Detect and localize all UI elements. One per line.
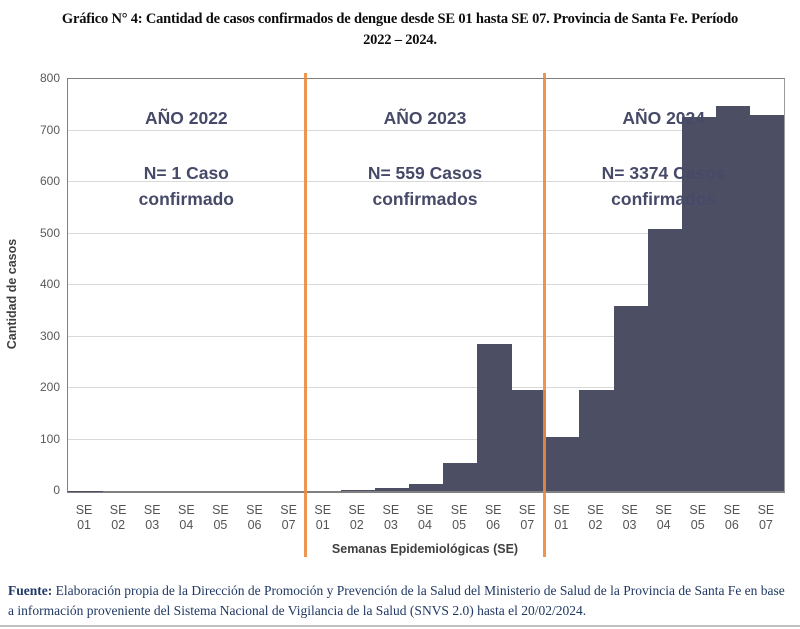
gridline bbox=[68, 181, 784, 182]
x-tick-label: SE 03 bbox=[143, 503, 161, 532]
year-annotation: AÑO 2022 N= 1 Caso confirmado bbox=[67, 108, 306, 212]
year-annotation: AÑO 2024 N= 3374 Casos confirmados bbox=[544, 108, 783, 212]
x-tick-label: SE 07 bbox=[518, 503, 536, 532]
bar bbox=[68, 490, 103, 491]
gridline bbox=[68, 438, 784, 440]
bar bbox=[715, 105, 751, 491]
x-tick-label: SE 05 bbox=[212, 503, 229, 532]
annotation-n-line1: N= 559 Casos bbox=[367, 163, 483, 183]
bar bbox=[408, 483, 444, 491]
bar bbox=[579, 390, 615, 491]
chart-title-line2: 2022 – 2024. bbox=[363, 32, 437, 48]
x-tick-label: SE 07 bbox=[280, 503, 297, 532]
x-tick-label: SE 01 bbox=[75, 503, 93, 532]
annotation-n-line1: N= 3374 Casos bbox=[601, 163, 726, 183]
annotation-n-line1: N= 1 Caso bbox=[143, 163, 229, 183]
source-text: Elaboración propia de la Dirección de Pr… bbox=[8, 583, 785, 618]
source-label: Fuente: bbox=[8, 583, 53, 598]
x-tick-label: SE 04 bbox=[416, 503, 434, 532]
year-divider-line bbox=[542, 73, 546, 557]
gridline bbox=[68, 387, 784, 388]
x-tick-label: SE 02 bbox=[109, 503, 127, 532]
plot-area bbox=[67, 78, 785, 493]
y-tick-label: 600 bbox=[39, 174, 60, 188]
chart-title-line1: Gráfico N° 4: Cantidad de casos confirma… bbox=[61, 11, 739, 27]
y-tick-label: 400 bbox=[39, 277, 60, 291]
y-tick-label: 300 bbox=[39, 328, 60, 343]
chart-area: Cantidad de casos 0 100 200 300 400 500 600 700… bbox=[0, 60, 800, 575]
x-tick-label: SE 01 bbox=[553, 503, 570, 532]
bar bbox=[511, 390, 546, 491]
bar bbox=[613, 305, 649, 491]
x-axis-ticks: SE 01 SE 02 SE 03 SE 04 SE 05 SE 06 SE 07 SE 01 SE 02 SE 03… bbox=[67, 503, 783, 537]
y-tick-label: 0 bbox=[53, 483, 60, 497]
bottom-divider bbox=[0, 625, 800, 627]
x-tick-label: SE 06 bbox=[246, 503, 263, 532]
gridline bbox=[68, 284, 784, 285]
bar bbox=[749, 115, 785, 491]
x-tick-label: SE 01 bbox=[314, 503, 332, 532]
y-tick-label: 200 bbox=[39, 380, 60, 394]
x-tick-label: SE 02 bbox=[348, 503, 366, 532]
annotation-year-label: AÑO 2024 bbox=[622, 108, 705, 128]
bar bbox=[545, 436, 580, 491]
x-axis-title: Semanas Epidemiológicas (SE) bbox=[331, 542, 519, 556]
gridline bbox=[68, 232, 784, 234]
bar bbox=[681, 117, 717, 491]
annotation-n-line2: confirmados bbox=[611, 189, 717, 209]
x-tick-label: SE 05 bbox=[689, 503, 707, 532]
bar bbox=[340, 489, 376, 491]
x-tick-label: SE 07 bbox=[757, 503, 775, 532]
x-tick-label: SE 05 bbox=[450, 503, 468, 532]
x-tick-label: SE 03 bbox=[621, 503, 638, 532]
bar bbox=[443, 462, 478, 491]
annotation-year-label: AÑO 2023 bbox=[383, 108, 467, 128]
gridline bbox=[68, 335, 784, 337]
annotation-n-line2: confirmado bbox=[138, 189, 234, 209]
y-tick-label: 100 bbox=[39, 431, 60, 446]
bar bbox=[374, 487, 410, 491]
source-note: Fuente: Elaboración propia de la Direcci… bbox=[8, 581, 794, 621]
annotation-n-line2: confirmados bbox=[372, 189, 478, 209]
y-tick-label: 800 bbox=[39, 71, 60, 85]
year-annotation: AÑO 2023 N= 559 Casos confirmados bbox=[306, 108, 545, 212]
x-tick-label: SE 06 bbox=[723, 503, 741, 532]
x-tick-label: SE 06 bbox=[484, 503, 502, 532]
bar bbox=[477, 343, 512, 491]
y-tick-label: 500 bbox=[39, 225, 60, 240]
x-tick-label: SE 04 bbox=[655, 503, 672, 532]
gridline bbox=[68, 129, 784, 131]
year-divider-line bbox=[304, 73, 308, 557]
chart-title: Gráfico N° 4: Cantidad de casos confirma… bbox=[0, 9, 800, 51]
y-axis-title: Cantidad de casos bbox=[5, 238, 19, 350]
x-tick-label: SE 04 bbox=[177, 503, 195, 532]
bar bbox=[647, 228, 683, 491]
annotation-year-label: AÑO 2022 bbox=[144, 108, 228, 128]
y-tick-label: 700 bbox=[39, 122, 60, 137]
x-tick-label: SE 02 bbox=[587, 503, 604, 532]
x-tick-label: SE 03 bbox=[382, 503, 400, 532]
